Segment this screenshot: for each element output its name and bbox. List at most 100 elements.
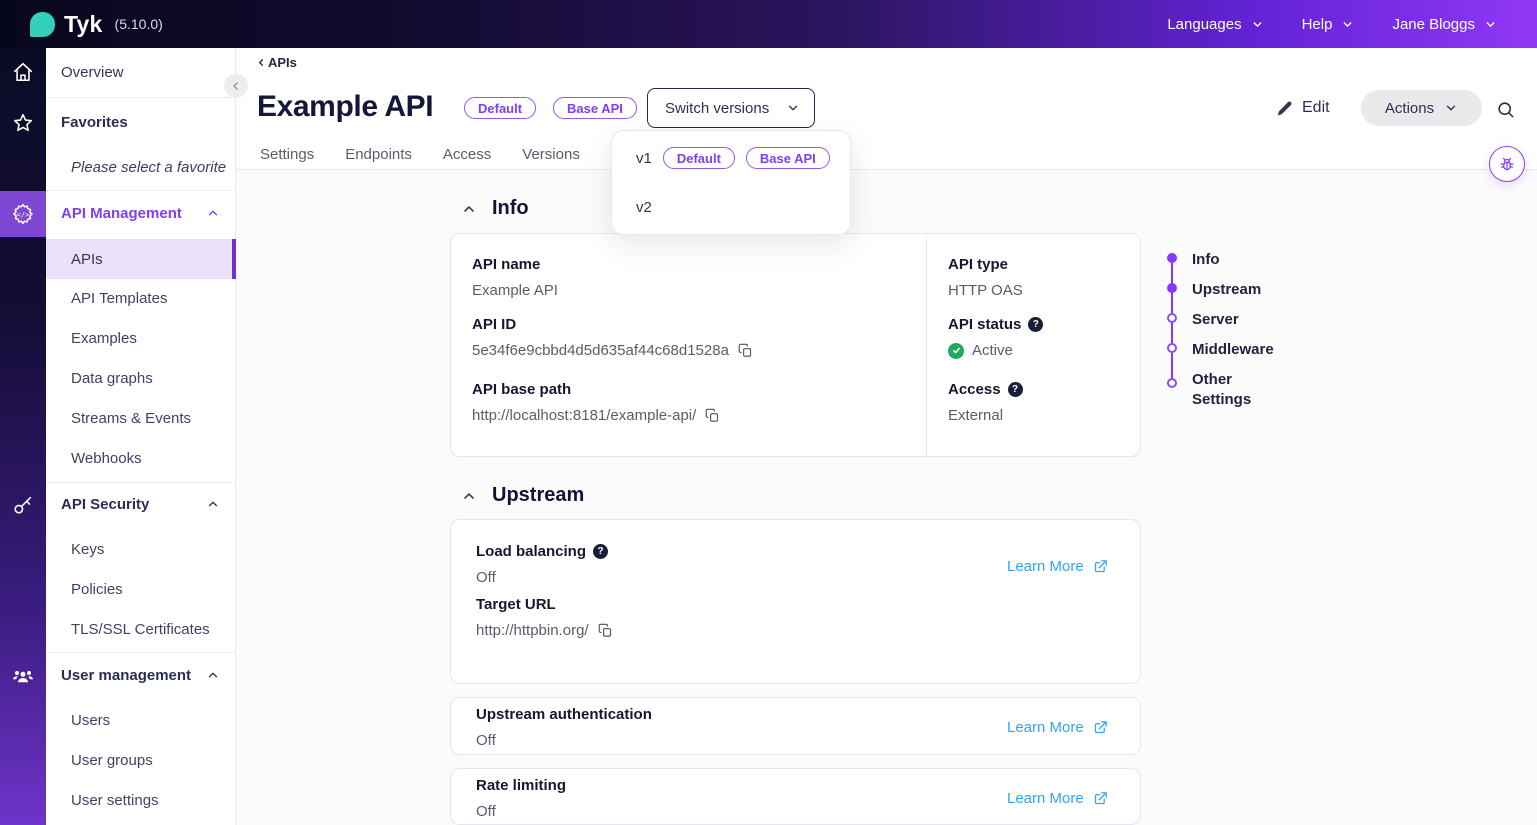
api-management-icon[interactable]: </> <box>0 191 46 237</box>
sidebar-header-api-security[interactable]: API Security <box>61 496 150 513</box>
copy-icon[interactable] <box>738 343 753 358</box>
sidebar-item-users[interactable]: Users <box>71 712 111 729</box>
icon-rail: </> <box>0 48 46 825</box>
tab-access[interactable]: Access <box>442 146 492 163</box>
chevron-down-icon <box>1253 21 1261 27</box>
divider <box>46 482 235 483</box>
sidebar-item-data-graphs[interactable]: Data graphs <box>71 370 153 387</box>
divider <box>46 652 235 653</box>
breadcrumb-label: APIs <box>268 55 297 70</box>
nav-item-other-settings[interactable]: Other Settings <box>1192 371 1252 408</box>
home-icon[interactable] <box>0 49 46 95</box>
default-badge: Default <box>464 97 537 119</box>
brand: Tyk (5.10.0) <box>0 11 163 38</box>
brand-name: Tyk <box>64 10 103 37</box>
sidebar-header-user-management[interactable]: User management <box>61 667 192 684</box>
tab-endpoints[interactable]: Endpoints <box>345 146 412 163</box>
languages-menu[interactable]: Languages <box>1167 16 1263 33</box>
learn-more-link[interactable]: Learn More <box>1007 558 1108 575</box>
sidebar-item-keys[interactable]: Keys <box>71 541 105 558</box>
sidebar-item-user-groups[interactable]: User groups <box>71 752 153 769</box>
info-card: API name Example API API ID 5e34f6e9cbbd… <box>450 233 1141 457</box>
help-icon[interactable]: ? <box>1007 382 1023 397</box>
base-api-badge: Base API <box>745 147 830 169</box>
chevron-down-icon <box>1486 21 1495 27</box>
nav-item-server[interactable]: Server <box>1192 311 1239 328</box>
version-option-v1[interactable]: v1 Default Base API <box>612 140 850 176</box>
help-icon[interactable]: ? <box>593 544 609 559</box>
version-label: (5.10.0) <box>114 16 163 32</box>
sidebar-item-api-templates[interactable]: API Templates <box>71 290 168 307</box>
upstream-section-heading[interactable]: Upstream <box>461 484 584 507</box>
languages-label: Languages <box>1167 15 1242 33</box>
star-icon[interactable] <box>0 100 46 146</box>
tab-bar: Settings Endpoints Access Versions <box>259 146 581 163</box>
sidebar-item-user-settings[interactable]: User settings <box>71 792 159 809</box>
field-api-status: API status ? Active <box>948 316 1044 359</box>
switch-versions-button[interactable]: Switch versions <box>647 88 815 128</box>
versions-dropdown: v1 Default Base API v2 <box>611 130 851 235</box>
nav-dot-other-settings <box>1167 378 1177 388</box>
sidebar-item-examples[interactable]: Examples <box>71 330 137 347</box>
sidebar-item-apis[interactable]: APIs <box>46 239 236 279</box>
version-label: v1 <box>636 149 652 167</box>
breadcrumb[interactable]: APIs <box>256 55 297 70</box>
help-menu[interactable]: Help <box>1302 16 1355 33</box>
tab-versions[interactable]: Versions <box>522 146 580 163</box>
edit-label: Edit <box>1302 99 1330 116</box>
user-name: Jane Bloggs <box>1392 15 1475 33</box>
external-link-icon <box>1094 560 1107 573</box>
sidebar-item-policies[interactable]: Policies <box>71 581 123 598</box>
sidebar-collapse-button[interactable] <box>224 74 248 98</box>
debug-bug-button[interactable] <box>1489 146 1525 182</box>
rate-limiting-card: Rate limiting Off Learn More <box>450 768 1141 825</box>
learn-more-link[interactable]: Learn More <box>1007 790 1108 807</box>
user-management-icon[interactable] <box>0 653 46 699</box>
tab-settings[interactable]: Settings <box>260 146 315 163</box>
nav-dot-info <box>1167 253 1177 263</box>
topbar-menus: Languages Help Jane Bloggs <box>1167 16 1537 33</box>
nav-dot-upstream <box>1167 283 1177 293</box>
chevron-left-icon <box>258 59 264 66</box>
field-value: External <box>948 407 1004 424</box>
chevron-down-icon <box>1446 105 1456 111</box>
version-option-v2[interactable]: v2 <box>612 192 850 223</box>
help-icon[interactable]: ? <box>1028 317 1044 332</box>
learn-more-link[interactable]: Learn More <box>1007 719 1108 736</box>
chevron-up-icon <box>206 206 220 220</box>
sidebar-item-overview[interactable]: Overview <box>61 64 124 81</box>
field-value: Off <box>476 803 496 820</box>
copy-icon[interactable] <box>598 623 613 638</box>
field-api-type: API type HTTP OAS <box>948 256 1023 299</box>
actions-button[interactable]: Actions <box>1361 90 1482 126</box>
default-badge: Default <box>662 147 735 169</box>
field-access: Access ? External <box>948 381 1023 424</box>
field-upstream-auth: Upstream authentication Off <box>476 706 652 749</box>
edit-button[interactable]: Edit <box>1276 99 1330 117</box>
sidebar-item-streams-events[interactable]: Streams & Events <box>71 410 192 427</box>
user-menu[interactable]: Jane Bloggs <box>1392 16 1497 33</box>
sidebar-item-webhooks[interactable]: Webhooks <box>71 450 142 467</box>
api-security-key-icon[interactable] <box>0 482 46 528</box>
load-balancing-card: Load balancing ? Off Learn More Target U… <box>450 519 1141 684</box>
learn-more-label: Learn More <box>1007 790 1084 807</box>
field-label: Load balancing <box>476 543 587 560</box>
search-icon[interactable] <box>1496 100 1515 119</box>
field-value: HTTP OAS <box>948 282 1023 299</box>
field-value: Off <box>476 732 496 749</box>
section-title: Info <box>492 197 529 219</box>
nav-item-upstream[interactable]: Upstream <box>1192 281 1262 298</box>
nav-item-info[interactable]: Info <box>1192 251 1220 268</box>
copy-icon[interactable] <box>705 408 720 423</box>
field-label: API base path <box>472 381 572 398</box>
chevron-up-icon <box>461 201 477 217</box>
sidebar: Overview Favorites Please select a favor… <box>46 48 236 825</box>
version-label: v2 <box>636 199 652 216</box>
sidebar-header-api-management[interactable]: API Management <box>61 205 182 222</box>
field-target-url: Target URL http://httpbin.org/ <box>476 596 613 639</box>
nav-item-middleware[interactable]: Middleware <box>1192 341 1274 358</box>
divider <box>46 97 235 98</box>
info-section-heading[interactable]: Info <box>461 197 529 220</box>
field-value: http://localhost:8181/example-api/ <box>472 407 697 424</box>
sidebar-item-tls-certificates[interactable]: TLS/SSL Certificates <box>71 621 210 638</box>
